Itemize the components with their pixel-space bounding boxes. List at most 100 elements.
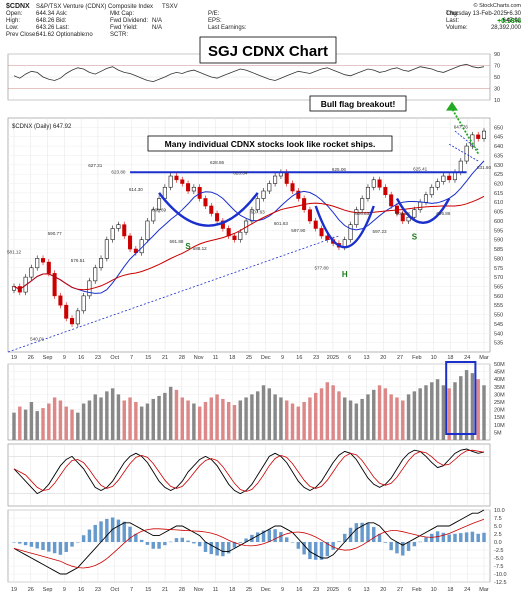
x-tick-label: 28 bbox=[179, 355, 185, 361]
volume-bar bbox=[290, 403, 295, 440]
volume-tick-label: 35M bbox=[494, 385, 505, 391]
x-tick-label: 2025 bbox=[327, 355, 339, 361]
price-label: 607.63 bbox=[251, 210, 265, 215]
volume-bar bbox=[134, 402, 138, 440]
macd-hist-bar bbox=[279, 532, 283, 542]
volume-bar bbox=[12, 412, 16, 440]
arrow-head bbox=[446, 101, 458, 111]
x-tick-label: 21 bbox=[162, 587, 168, 593]
candle-body bbox=[319, 228, 324, 237]
price-label: 591.88 bbox=[169, 239, 183, 244]
macd-hist-bar bbox=[302, 542, 306, 555]
volume-bar bbox=[354, 403, 359, 440]
candle-body bbox=[365, 186, 370, 199]
macd-hist-bar bbox=[70, 542, 74, 547]
candle-body bbox=[290, 183, 295, 192]
x-tick-label: 9 bbox=[281, 355, 284, 361]
field-label: Low: bbox=[6, 25, 19, 31]
x-tick-label: 15 bbox=[145, 355, 151, 361]
field-label: Mkt Cap: bbox=[110, 11, 134, 17]
price-tick-label: 535 bbox=[494, 341, 503, 347]
candle-body bbox=[75, 310, 80, 325]
macd-hist-bar bbox=[401, 542, 405, 556]
x-tick-label: 20 bbox=[380, 587, 386, 593]
price-tick-label: 610 bbox=[494, 200, 503, 206]
head-label: H bbox=[342, 270, 348, 279]
x-tick-label: Feb bbox=[412, 587, 421, 593]
x-tick-label: Sep bbox=[43, 587, 53, 593]
macd-hist-bar bbox=[122, 521, 126, 542]
chart-panels: 10 30 50 70 90 535 540 545 550 555 560 565 570 575 580… bbox=[7, 36, 507, 593]
field-value: +6.30 bbox=[506, 11, 522, 17]
macd-hist-bar bbox=[459, 533, 463, 542]
macd-hist-bar bbox=[93, 524, 97, 542]
volume-bar bbox=[76, 412, 80, 440]
volume-bar bbox=[482, 385, 486, 440]
macd-tick-label: -5.0 bbox=[494, 556, 503, 562]
x-tick-label: 18 bbox=[229, 355, 235, 361]
macd-hist-bar bbox=[232, 542, 237, 548]
macd-hist-bar bbox=[447, 534, 451, 542]
rsi-tick-label: 30 bbox=[494, 87, 500, 93]
field-label: SCTR: bbox=[110, 32, 128, 38]
field-value: N/A bbox=[152, 25, 162, 31]
volume-bar bbox=[93, 394, 97, 440]
macd-hist-bar bbox=[267, 529, 272, 542]
symbol: $CDNX bbox=[6, 3, 30, 10]
s-left-label: S bbox=[185, 242, 191, 251]
x-tick-label: 16 bbox=[78, 587, 84, 593]
price-label: 608.69 bbox=[152, 208, 166, 213]
stoch-k-line bbox=[13, 448, 485, 495]
x-tick-label: Oct bbox=[110, 355, 119, 361]
x-tick-label: 10 bbox=[431, 355, 437, 361]
rockets-box bbox=[147, 135, 393, 152]
candle-body bbox=[35, 258, 40, 269]
price-label: 606.86 bbox=[436, 211, 450, 216]
price-label: 627.31 bbox=[88, 163, 102, 168]
candle-body bbox=[186, 183, 191, 192]
field-value: N/A bbox=[152, 18, 162, 24]
macd-tick-label: -10.0 bbox=[494, 572, 507, 578]
macd-hist-bar bbox=[203, 542, 208, 552]
volume-bar bbox=[215, 394, 219, 440]
x-tick-label: 6 bbox=[348, 355, 351, 361]
macd-hist-bar bbox=[139, 539, 144, 542]
candle-body bbox=[360, 198, 365, 211]
x-tick-label: Nov bbox=[194, 355, 204, 361]
macd-hist-bar bbox=[238, 542, 243, 543]
volume-bar bbox=[70, 409, 74, 440]
rsi-tick-label: 70 bbox=[494, 64, 500, 70]
macd-hist-bar bbox=[18, 542, 22, 544]
price-label: 614.30 bbox=[129, 187, 143, 192]
macd-hist-bar bbox=[412, 542, 417, 547]
macd-hist-bar bbox=[157, 542, 161, 549]
field-label: Bid: bbox=[56, 18, 67, 24]
macd-hist-bar bbox=[325, 542, 330, 557]
macd-hist-bar bbox=[197, 542, 202, 547]
volume-bar bbox=[128, 397, 132, 440]
x-tick-label: Nov bbox=[194, 587, 204, 593]
candle-body bbox=[371, 179, 376, 188]
volume-bar bbox=[337, 391, 341, 440]
volume-bar bbox=[168, 386, 173, 440]
change-pct: +0.98% bbox=[497, 18, 522, 25]
macd-hist-bar bbox=[145, 542, 150, 545]
field-value: 644.34 bbox=[36, 11, 55, 17]
x-tick-label: 15 bbox=[145, 587, 151, 593]
macd-hist-bar bbox=[424, 537, 428, 542]
candle-body bbox=[400, 213, 405, 222]
x-tick-label: 27 bbox=[397, 355, 403, 361]
volume-bar bbox=[64, 406, 68, 440]
volume-bar bbox=[110, 388, 115, 440]
field-label: Last: bbox=[446, 18, 459, 24]
volume-bar bbox=[435, 379, 440, 440]
candle-body bbox=[64, 304, 69, 319]
volume-bar bbox=[441, 385, 446, 440]
price-tick-label: 555 bbox=[494, 303, 503, 309]
volume-bar bbox=[389, 394, 393, 440]
candle-body bbox=[104, 239, 109, 259]
x-tick-label: 19 bbox=[11, 355, 17, 361]
macd-hist-bar bbox=[35, 542, 39, 549]
